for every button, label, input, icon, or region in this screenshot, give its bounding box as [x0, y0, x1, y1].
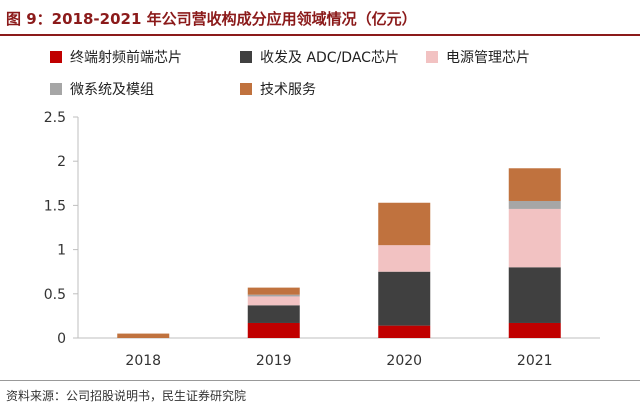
legend-item-power-management: 电源管理芯片 — [426, 46, 530, 68]
x-tick-label: 2018 — [125, 353, 161, 369]
bar-segment — [247, 287, 300, 295]
y-tick-label: 2.5 — [44, 110, 66, 126]
bar-segment — [378, 325, 431, 338]
bar-segment — [508, 322, 561, 338]
figure-title: 图 9：2018-2021 年公司营收构成分应用领域情况（亿元） — [6, 10, 417, 28]
legend-swatch — [426, 51, 438, 63]
bar-segment — [247, 305, 300, 323]
y-tick-label: 0 — [57, 331, 66, 347]
stacked-bar-chart: 0 0.5 1 1.5 2 2.5 2018 2019 2020 2021 — [44, 110, 600, 369]
y-tick-label: 1 — [57, 243, 66, 259]
bar-segment — [378, 271, 431, 326]
bar-segment — [378, 245, 431, 272]
legend-swatch — [50, 51, 62, 63]
legend-item-tech-service: 技术服务 — [240, 78, 316, 100]
bar-segment — [247, 296, 300, 306]
x-tick-label: 2020 — [386, 353, 422, 369]
legend-label: 终端射频前端芯片 — [70, 50, 182, 66]
source-note: 资料来源：公司招股说明书，民生证券研究院 — [6, 389, 247, 403]
y-tick-label: 1.5 — [44, 198, 66, 214]
legend-item-microsystem: 微系统及模组 — [50, 78, 154, 100]
legend-label: 技术服务 — [260, 82, 316, 98]
bar-segment — [508, 267, 561, 323]
bar-segment — [378, 202, 431, 246]
legend-label: 电源管理芯片 — [446, 50, 530, 66]
legend-label: 收发及 ADC/DAC芯片 — [260, 50, 399, 66]
bar-segment — [247, 322, 300, 338]
figure-title-bar: 图 9：2018-2021 年公司营收构成分应用领域情况（亿元） — [0, 0, 640, 36]
legend-label: 微系统及模组 — [70, 82, 154, 98]
bar-segment — [508, 208, 561, 268]
legend-item-transceiver: 收发及 ADC/DAC芯片 — [240, 46, 399, 68]
x-tick-label: 2021 — [517, 353, 553, 369]
y-tick-label: 0.5 — [44, 287, 66, 303]
legend-swatch — [240, 83, 252, 95]
figure-footer: 资料来源：公司招股说明书，民生证券研究院 — [0, 380, 640, 412]
legend-item-rf-frontend: 终端射频前端芯片 — [50, 46, 182, 68]
bar-segment — [508, 200, 561, 209]
y-tick-label: 2 — [57, 154, 66, 170]
x-tick-label: 2019 — [256, 353, 292, 369]
legend-swatch — [240, 51, 252, 63]
bar-segment — [117, 333, 170, 338]
bar-segment — [508, 168, 561, 201]
legend-swatch — [50, 83, 62, 95]
bar-segment — [247, 294, 300, 297]
